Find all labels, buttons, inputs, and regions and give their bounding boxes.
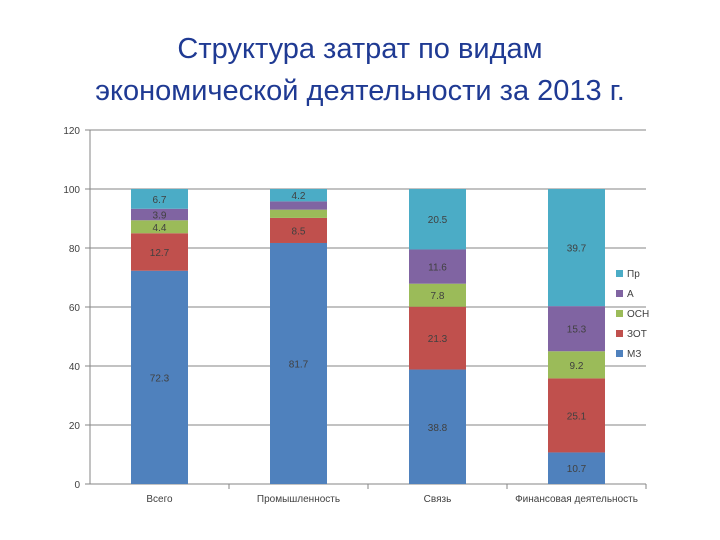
bar-segment bbox=[409, 369, 466, 484]
bar-segment bbox=[409, 283, 466, 307]
legend-swatch bbox=[616, 310, 623, 317]
bar-segment bbox=[548, 189, 605, 307]
legend-swatch bbox=[616, 290, 623, 297]
chart-title: Структура затрат по видам экономической … bbox=[0, 28, 720, 112]
y-tick-label: 120 bbox=[63, 126, 80, 137]
bar-segment bbox=[270, 201, 327, 210]
bar-segment bbox=[131, 220, 188, 234]
bar-segment bbox=[270, 189, 327, 202]
bar-segment bbox=[548, 351, 605, 379]
data-label: 39.7 bbox=[567, 244, 587, 255]
bar-segment bbox=[270, 242, 327, 484]
data-label: 81.7 bbox=[289, 359, 309, 370]
y-tick-label: 40 bbox=[69, 362, 81, 373]
data-label: 21.3 bbox=[428, 334, 448, 345]
bar-segment bbox=[131, 189, 188, 209]
x-category-label: Промышленность bbox=[257, 494, 340, 505]
x-category-label: Связь bbox=[424, 494, 452, 505]
data-label: 12.7 bbox=[150, 248, 170, 259]
y-tick-label: 0 bbox=[74, 480, 80, 491]
data-label: 72.3 bbox=[150, 373, 170, 384]
bar-segment bbox=[409, 189, 466, 250]
legend-label: А bbox=[627, 289, 634, 300]
data-label: 9.2 bbox=[570, 361, 584, 372]
legend-label: ЗОТ bbox=[627, 329, 647, 340]
data-label: 38.8 bbox=[428, 423, 448, 434]
bar-segment bbox=[270, 209, 327, 218]
legend-swatch bbox=[616, 270, 623, 277]
data-label: 3.9 bbox=[153, 211, 167, 222]
y-tick-label: 100 bbox=[63, 185, 80, 196]
data-label: 25.1 bbox=[567, 411, 587, 422]
bar-segment bbox=[548, 452, 605, 484]
legend-label: Пр bbox=[627, 269, 640, 280]
data-label: 11.6 bbox=[428, 263, 447, 274]
data-label: 15.3 bbox=[567, 325, 587, 336]
y-tick-label: 20 bbox=[69, 421, 81, 432]
data-label: 4.4 bbox=[153, 223, 167, 234]
chart-title-line-2: экономической деятельности за 2013 г. bbox=[95, 75, 625, 107]
data-label: 10.7 bbox=[567, 464, 587, 475]
bar-segment bbox=[409, 306, 466, 370]
y-tick-label: 80 bbox=[69, 244, 81, 255]
legend-label: ОСН bbox=[627, 309, 649, 320]
x-category-label: Финансовая деятельность bbox=[515, 494, 638, 505]
bar-segment bbox=[548, 306, 605, 352]
data-label: 4.2 bbox=[292, 191, 306, 202]
data-label: 20.5 bbox=[428, 215, 448, 226]
data-label: 7.8 bbox=[431, 291, 445, 302]
bar-segment bbox=[548, 378, 605, 453]
y-tick-label: 60 bbox=[69, 303, 81, 314]
data-label: 8.5 bbox=[292, 226, 306, 237]
bar-segment bbox=[131, 233, 188, 271]
data-label: 6.7 bbox=[153, 195, 167, 206]
x-category-label: Всего bbox=[146, 494, 173, 505]
legend-swatch bbox=[616, 350, 623, 357]
bar-segment bbox=[409, 249, 466, 284]
bar-segment bbox=[270, 217, 327, 243]
legend-swatch bbox=[616, 330, 623, 337]
chart-title-line-1: Структура затрат по видам bbox=[177, 33, 543, 65]
legend-label: МЗ bbox=[627, 349, 641, 360]
bar-segment bbox=[131, 208, 188, 221]
bar-segment bbox=[131, 270, 188, 484]
